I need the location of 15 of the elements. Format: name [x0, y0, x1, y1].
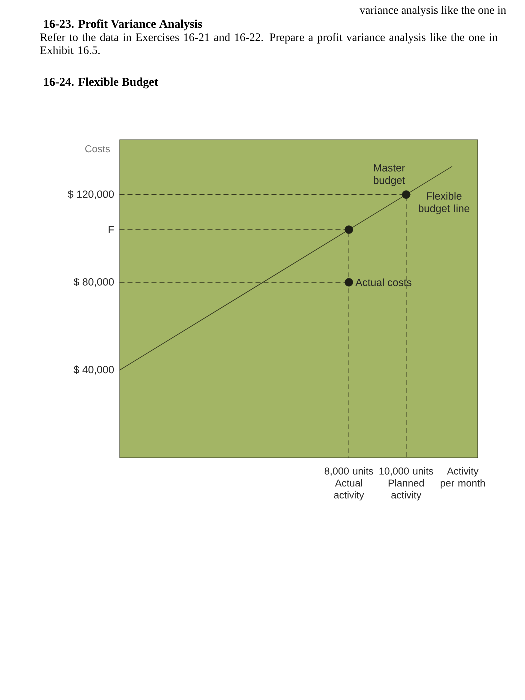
series-label: Flexible budget line — [419, 192, 470, 214]
annotation: Actual costs — [356, 278, 412, 286]
x-tick-label: 10,000 units Planned activity — [380, 468, 434, 501]
text: variance analysis like the one in — [360, 6, 506, 16]
y-tick-label: $ 80,000 — [74, 278, 114, 288]
y-tick-label: $ 40,000 — [74, 366, 114, 375]
y-axis-title: Costs — [86, 146, 110, 153]
text: 16-23. Profit Variance Analysis — [44, 20, 202, 31]
y-tick-label: F — [108, 226, 114, 234]
x-axis-title: Activity per month — [440, 468, 486, 489]
text: Refer to the data in Exercises 16-21 and 16-22. Prepare a profit variance analysis like the one in Exhibit 16.5. — [40, 33, 498, 54]
x-tick-label: 8,000 units Actual activity — [324, 468, 374, 501]
y-tick-label: $ 120,000 — [68, 190, 114, 200]
annotation: Master budget — [374, 164, 406, 186]
chart-title: 16-24. Flexible Budget — [44, 78, 158, 89]
